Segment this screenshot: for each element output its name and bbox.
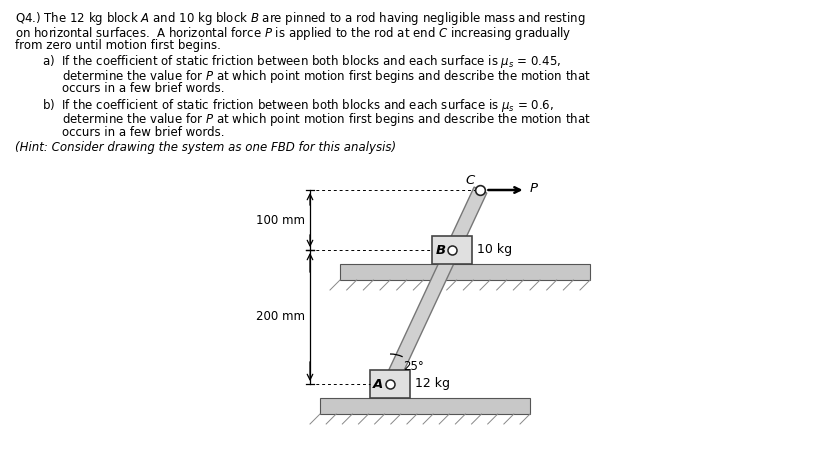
Text: occurs in a few brief words.: occurs in a few brief words. [62,82,224,95]
Text: (Hint: Consider drawing the system as one FBD for this analysis): (Hint: Consider drawing the system as on… [15,140,395,153]
Bar [319,398,529,414]
Text: B: B [435,243,445,256]
Text: 200 mm: 200 mm [256,310,304,324]
Text: C: C [465,174,474,187]
Text: b)  If the coefficient of static friction between both blocks and each surface i: b) If the coefficient of static friction… [42,97,553,114]
Polygon shape [383,187,486,387]
Text: Q4.) The 12 kg block $\it{A}$ and 10 kg block $\it{B}$ are pinned to a rod havin: Q4.) The 12 kg block $\it{A}$ and 10 kg … [15,10,585,27]
Text: P: P [528,183,537,195]
Text: a)  If the coefficient of static friction between both blocks and each surface i: a) If the coefficient of static friction… [42,54,561,71]
Text: 100 mm: 100 mm [256,213,304,226]
Text: 25°: 25° [402,360,423,373]
Text: occurs in a few brief words.: occurs in a few brief words. [62,126,224,139]
Text: determine the value for $\it{P}$ at which point motion first begins and describe: determine the value for $\it{P}$ at whic… [62,112,590,129]
Text: from zero until motion first begins.: from zero until motion first begins. [15,39,221,52]
Bar [370,370,409,398]
Text: A: A [372,378,383,391]
Text: 12 kg: 12 kg [414,378,449,391]
Text: on horizontal surfaces.  A horizontal force $\it{P}$ is applied to the rod at en: on horizontal surfaces. A horizontal for… [15,24,571,41]
Text: 10 kg: 10 kg [477,243,512,256]
Bar [340,264,590,280]
Bar [432,236,472,264]
Text: determine the value for $\it{P}$ at which point motion first begins and describe: determine the value for $\it{P}$ at whic… [62,68,590,85]
